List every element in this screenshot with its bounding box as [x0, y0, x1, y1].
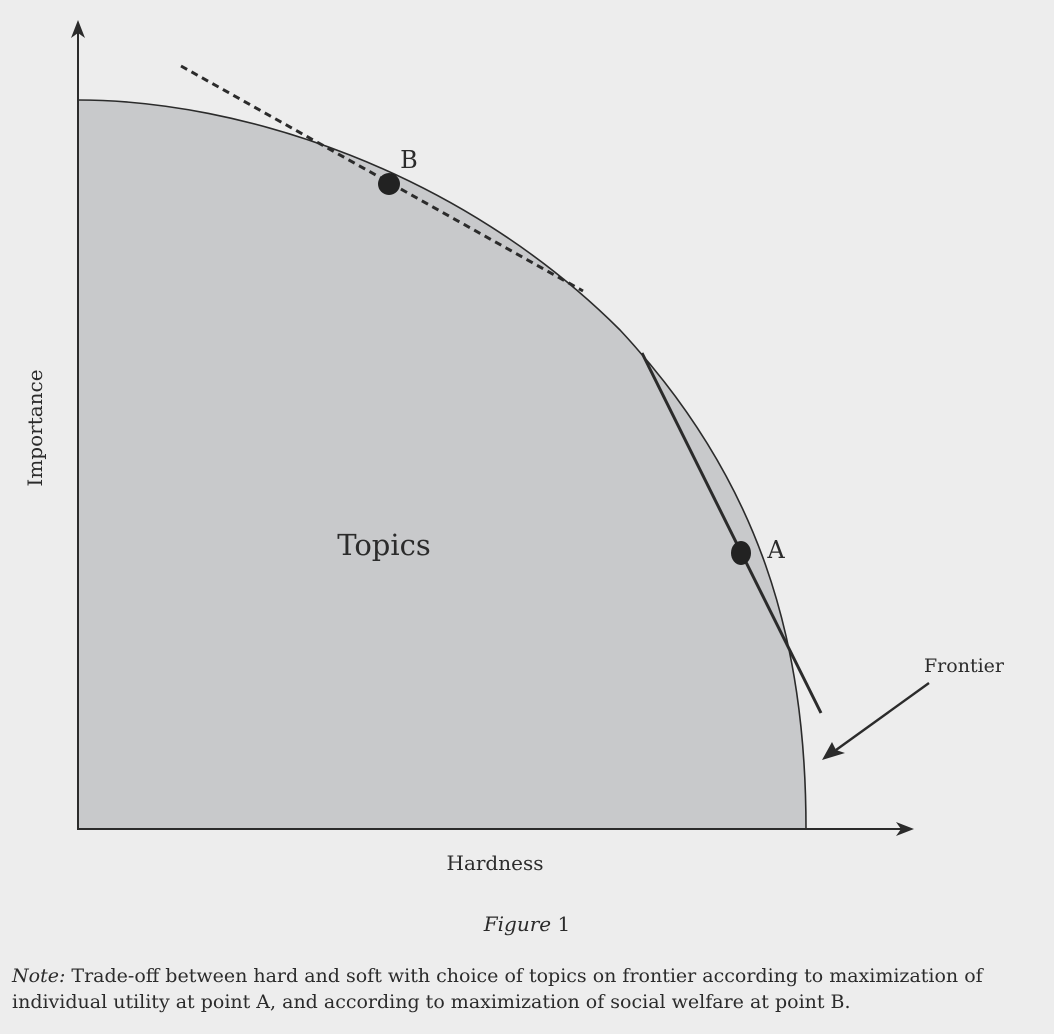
- point-b-marker: [378, 173, 400, 195]
- note-label: Note:: [12, 965, 66, 987]
- topics-region: [78, 100, 806, 829]
- point-a-label: A: [766, 536, 785, 564]
- tradeoff-diagram: B A Topics Frontier Importance Hardness: [23, 20, 1005, 875]
- figure-word: Figure: [483, 912, 552, 936]
- frontier-pointer-arrowhead: [822, 742, 845, 760]
- y-axis-arrowhead: [71, 20, 85, 38]
- y-axis-label: Importance: [23, 369, 47, 486]
- figure-note: Note: Trade-off between hard and soft wi…: [12, 963, 1042, 1015]
- x-axis-arrowhead: [896, 822, 914, 836]
- frontier-label: Frontier: [924, 655, 1005, 677]
- x-axis-label: Hardness: [447, 851, 544, 875]
- point-b-label: B: [400, 146, 418, 174]
- frontier-pointer-arrow: [835, 682, 930, 751]
- figure-number: 1: [557, 912, 571, 936]
- note-text: Trade-off between hard and soft with cho…: [12, 965, 983, 1013]
- tangent-line-a: [640, 352, 823, 714]
- point-a-marker: [731, 541, 751, 565]
- figure-caption: Figure 1: [0, 912, 1054, 936]
- topics-label: Topics: [337, 528, 431, 562]
